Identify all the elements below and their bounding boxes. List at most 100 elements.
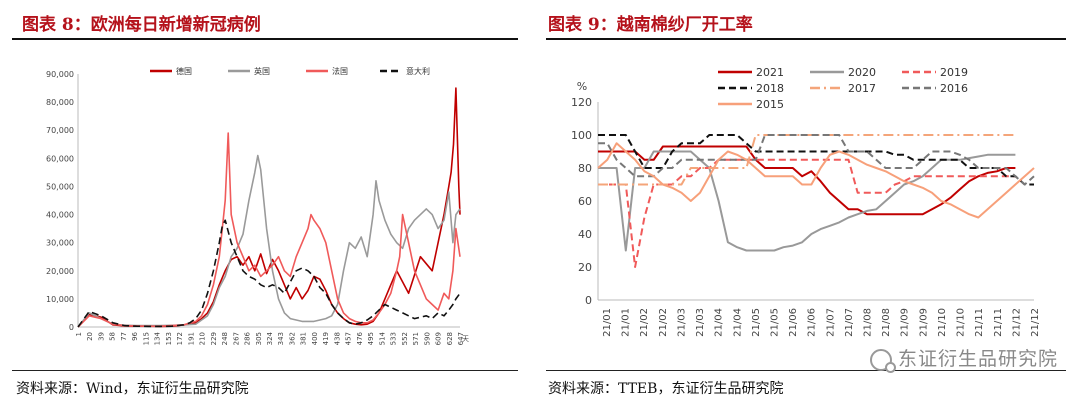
x-tick-label: 457 (345, 332, 353, 345)
series-line-- (77, 219, 461, 328)
y-tick-label: 40,000 (46, 211, 74, 220)
x-tick-label: 210 (199, 332, 207, 345)
legend-label: 意大利 (406, 66, 430, 76)
y-tick-label: 60,000 (46, 154, 74, 163)
x-tick-label: 609 (435, 332, 443, 345)
legend-label: 英国 (254, 66, 270, 76)
legend-label: 法国 (332, 66, 348, 76)
y-tick-label: 0 (585, 294, 592, 307)
series-line-2021 (598, 145, 1016, 216)
legend-label: 德国 (176, 66, 192, 76)
x-tick-label: 267 (232, 332, 240, 345)
series-line-2015 (597, 142, 1035, 219)
figure-8-bottom-rule (12, 370, 518, 371)
series-line-- (77, 87, 461, 328)
x-tick-label: 552 (401, 332, 409, 345)
y-tick-label: 40 (578, 228, 592, 241)
x-tick-label: 21/01 (602, 308, 613, 337)
figure-9-title: 图表 9：越南棉纱厂开工率 (548, 15, 753, 35)
series-line-- (77, 132, 461, 328)
x-tick-label: 571 (412, 332, 420, 345)
wechat-icon (869, 348, 896, 373)
x-tick-label: 514 (378, 331, 386, 345)
x-tick-label: 381 (300, 332, 308, 345)
x-unit-label: 天 (462, 335, 469, 343)
x-tick-label: 400 (311, 332, 319, 345)
figure-9-top-rule (546, 38, 1066, 40)
x-tick-label: 21/01 (621, 308, 632, 337)
y-tick-label: 100 (571, 129, 592, 142)
x-tick-label: 153 (165, 332, 173, 345)
x-tick-label: 21/02 (639, 308, 650, 337)
watermark-text: 东证衍生品研究院 (897, 348, 1058, 370)
legend-label: 2021 (756, 66, 784, 79)
y-tick-label: 120 (571, 96, 592, 109)
x-tick-label: 96 (131, 331, 139, 340)
x-tick-label: 21/06 (788, 308, 799, 337)
y-tick-label: 70,000 (46, 126, 74, 135)
y-tick-label: 90,000 (46, 70, 74, 79)
y-tick-label: 50,000 (46, 182, 74, 191)
y-tick-label: 0 (69, 323, 74, 332)
figure-8-panel: 图表 8：欧洲每日新增新冠病例 0 10,000 20,000 30,000 40,00… (0, 0, 520, 408)
x-tick-label: 21/09 (900, 308, 911, 337)
x-tick-label: 286 (244, 331, 252, 345)
x-tick-label: 172 (176, 332, 184, 345)
x-tick-label: 134 (154, 331, 162, 345)
x-tick-label: 21/05 (751, 308, 762, 337)
series-line-- (77, 154, 461, 328)
x-tick-label: 39 (97, 332, 105, 341)
x-tick-label: 21/08 (881, 308, 892, 337)
x-tick-label: 21/03 (695, 308, 706, 337)
x-tick-label: 533 (390, 332, 398, 345)
x-tick-label: 21/03 (676, 308, 687, 337)
legend-label: 2015 (756, 98, 784, 111)
y-tick-label: 20 (578, 261, 592, 274)
x-tick-label: 495 (367, 332, 375, 345)
series-line-2019 (598, 158, 1016, 268)
x-tick-label: 21/11 (974, 308, 985, 337)
x-tick-label: 21/04 (714, 308, 725, 337)
x-tick-label: 343 (277, 332, 285, 345)
y-tick-label: 60 (578, 195, 592, 208)
x-tick-label: 21/12 (1011, 308, 1022, 337)
x-tick-label: 419 (322, 332, 330, 345)
x-tick-label: 20 (86, 332, 94, 341)
x-tick-label: 21/10 (937, 308, 948, 337)
x-tick-label: 21/12 (1030, 308, 1041, 337)
x-tick-label: 77 (120, 332, 128, 341)
x-tick-label: 305 (255, 332, 263, 345)
figure-9-source: 资料来源：TTEB，东证衍生品研究院 (548, 381, 784, 397)
x-tick-label: 1 (75, 332, 83, 336)
x-tick-label: 58 (109, 332, 117, 341)
y-tick-label: 30,000 (46, 239, 74, 248)
series-line-2020 (598, 150, 1016, 252)
x-tick-label: 21/05 (769, 308, 780, 337)
figure-9-bottom-rule (546, 370, 1066, 371)
x-tick-label: 21/11 (993, 308, 1004, 337)
x-tick-label: 438 (333, 332, 341, 345)
series-line-2016 (598, 134, 1035, 186)
x-tick-label: 362 (288, 332, 296, 345)
x-tick-label: 21/07 (844, 308, 855, 337)
legend-label: 2016 (940, 82, 968, 95)
legend-label: 2019 (940, 66, 968, 79)
x-tick-label: 229 (210, 332, 218, 345)
x-tick-label: 248 (221, 332, 229, 345)
x-tick-label: 115 (142, 332, 150, 345)
x-tick-label: 21/09 (918, 308, 929, 337)
x-tick-label: 21/06 (807, 308, 818, 337)
legend-label: 2020 (848, 66, 876, 79)
x-tick-label: 191 (187, 332, 195, 345)
europe-cases-chart: 0 10,000 20,000 30,000 40,000 50,000 60,000 70,… (46, 66, 469, 345)
series-line-2018 (598, 134, 1034, 186)
x-tick-label: 21/02 (658, 308, 669, 337)
x-tick-label: 21/07 (825, 308, 836, 337)
x-tick-label: 324 (266, 331, 274, 345)
y-tick-label: 20,000 (46, 267, 74, 276)
vietnam-mill-rate-chart: 0 20 40 60 80 100 120% 21/01 21/01 21/02 21/02 21/0… (571, 66, 1041, 337)
watermark: 东证衍生品研究院 (869, 344, 1058, 373)
y-tick-label: 80,000 (46, 98, 74, 107)
legend-label: 2017 (848, 82, 876, 95)
y-unit-label: % (577, 80, 587, 93)
